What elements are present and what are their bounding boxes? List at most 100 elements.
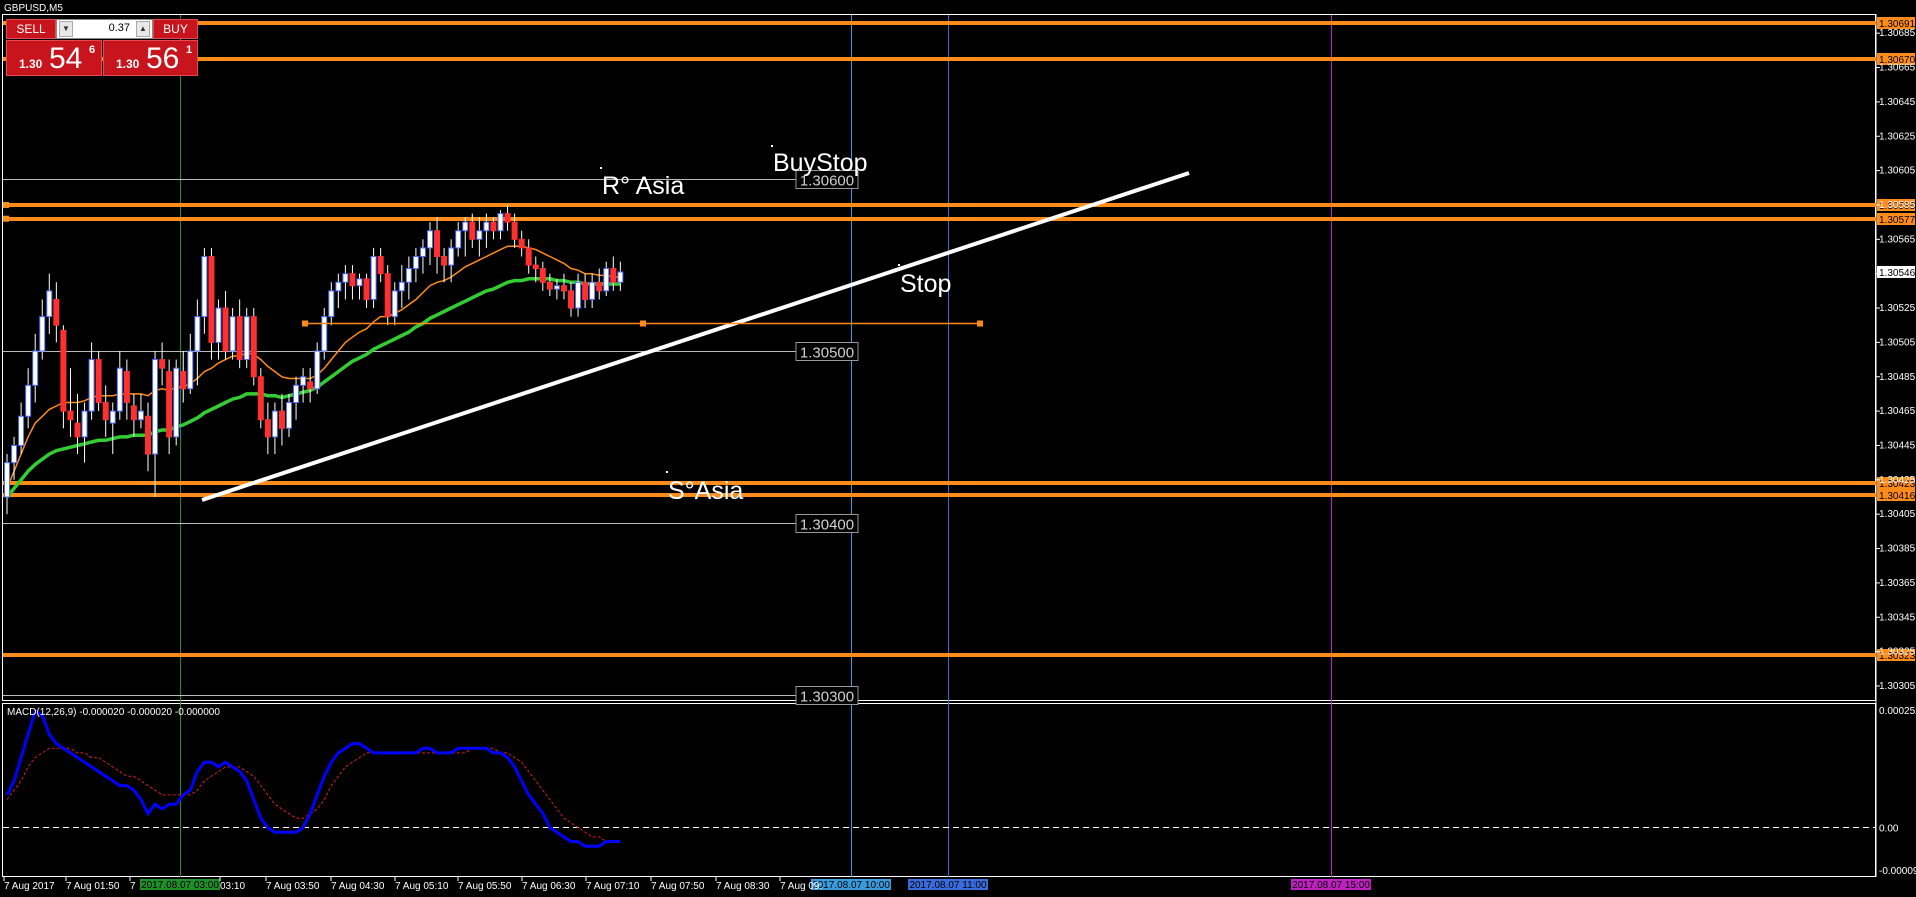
horizontal-levels	[3, 21, 1876, 657]
sell-price-pips: 54	[49, 42, 83, 75]
candle-body	[116, 367, 123, 412]
candle-body	[511, 221, 518, 240]
time-tick-label: 7 Aug 04:30	[331, 881, 385, 892]
label-support-asia[interactable]: S°Asia	[668, 477, 743, 505]
time-tick-label: 7 Aug 05:10	[395, 881, 449, 892]
candle-body	[455, 230, 462, 249]
chart-objects	[201, 171, 1190, 502]
candle-body	[525, 247, 532, 266]
candle-body	[300, 376, 307, 386]
candle-body	[335, 281, 342, 292]
candle-body	[412, 256, 419, 270]
price-tag	[1877, 489, 1915, 501]
buy-price-pips: 56	[146, 42, 180, 75]
price-tick-label: 1.30385	[1879, 544, 1916, 555]
time-tick-label: 7 Aug 07:50	[651, 881, 705, 892]
price-tag-label: 1.30323	[1879, 651, 1916, 662]
candle-body	[532, 264, 539, 270]
price-tick-label: 1.30485	[1879, 372, 1916, 383]
candle-body	[208, 256, 215, 343]
vline-time-tag-label: 2017.08.07 15:00	[1292, 880, 1370, 891]
price-tag	[1877, 213, 1915, 225]
candle-body	[123, 371, 130, 404]
candle-body	[215, 307, 222, 343]
trendline[interactable]	[201, 171, 1190, 502]
lot-size-value[interactable]: 0.37	[108, 22, 130, 34]
vline-time-tag-label: 2017.08.07 03:00	[141, 880, 219, 891]
lot-size-field[interactable]: ▼ 0.37 ▲	[56, 19, 153, 39]
buy-price-fraction: 1	[186, 44, 193, 56]
candle-body	[441, 256, 448, 266]
price-tick-label: 1.30505	[1879, 337, 1916, 348]
vline-time-tag	[908, 879, 988, 890]
macd-tick-label: 0.00	[1879, 824, 1899, 835]
time-tick-label: 7 Aug 05:50	[458, 881, 512, 892]
round-number-levels: 1.30600 1.30500 1.30400 1.30300	[3, 170, 859, 706]
price-tick-label: 1.30685	[1879, 28, 1916, 39]
round-level-box	[795, 686, 859, 705]
candle-body	[589, 281, 596, 300]
candle-body	[363, 278, 370, 300]
macd-subwindow-frame	[2, 703, 1876, 877]
price-tick-label: 1.30585	[1879, 200, 1916, 211]
macd-main-line	[5, 708, 621, 848]
one-click-trading-panel: SELL ▼ 0.37 ▲ BUY 1.30 54 6 1.30 56 1	[6, 19, 198, 77]
vline-time-tag	[811, 879, 891, 890]
round-level-label: 1.30600	[800, 173, 854, 190]
macd-lines	[3, 708, 1876, 848]
segment-handle[interactable]	[302, 320, 308, 327]
candle-body	[278, 410, 285, 429]
anchor-dot	[898, 264, 900, 266]
time-tick-label: 03:10	[220, 881, 245, 892]
candle-body	[39, 316, 46, 352]
price-tick-label: 1.30665	[1879, 63, 1916, 74]
candle-body	[483, 221, 490, 232]
candle-body	[419, 247, 426, 258]
time-tick-label: 7 Aug 2017	[4, 881, 55, 892]
time-tick-label: 7 Aug 03:50	[266, 881, 320, 892]
candle-body	[434, 230, 441, 258]
sell-price-quote[interactable]: 1.30 54 6	[6, 40, 102, 76]
candle-body	[81, 410, 88, 438]
price-tag	[1877, 199, 1915, 211]
time-axis: 2017.08.07 03:00 2017.08.07 10:00 2017.08.…	[3, 877, 1371, 892]
round-level-label: 1.30300	[800, 689, 854, 706]
sell-button[interactable]: SELL	[6, 19, 56, 39]
price-tick-label: 1.30325	[1879, 647, 1916, 658]
symbol-title: GBPUSD,M5	[4, 3, 63, 14]
segment-handle[interactable]	[977, 320, 983, 327]
price-tick-label: 1.30605	[1879, 166, 1916, 177]
anchor-dot	[666, 471, 668, 473]
lot-down-arrow-icon[interactable]: ▼	[59, 21, 73, 37]
candle-body	[180, 371, 187, 390]
buy-button[interactable]: BUY	[153, 19, 198, 39]
candle-body	[462, 221, 469, 232]
candle-body	[18, 415, 25, 446]
buy-price-quote[interactable]: 1.30 56 1	[103, 40, 198, 76]
label-resistance-asia[interactable]: R° Asia	[602, 172, 684, 200]
candle-body	[448, 247, 455, 266]
candle-body	[391, 290, 398, 318]
segment-handle[interactable]	[640, 320, 646, 327]
candle-body	[173, 367, 180, 438]
candle-body	[427, 230, 433, 249]
candle-body	[271, 410, 278, 438]
price-tick-label: 1.30525	[1879, 303, 1916, 314]
sell-price-prefix: 1.30	[19, 57, 43, 71]
price-tag	[1877, 477, 1915, 489]
ema-fast-line	[6, 245, 621, 489]
current-price-label: 1.30546	[1879, 268, 1916, 279]
candle-body	[250, 316, 257, 378]
moving-averages	[5, 245, 621, 499]
price-tick-label: 1.30365	[1879, 578, 1916, 589]
candle-body	[53, 298, 60, 326]
candle-body	[405, 268, 412, 283]
lot-up-arrow-icon[interactable]: ▲	[136, 21, 150, 37]
macd-title: MACD(12,26,9) -0.000020 -0.000020 -0.000…	[7, 707, 220, 718]
label-buy-stop[interactable]: BuyStop	[773, 149, 868, 177]
round-level-box	[795, 170, 859, 189]
vertical-lines	[180, 15, 1332, 877]
candle-body	[60, 329, 67, 412]
label-stop[interactable]: Stop	[900, 270, 951, 298]
